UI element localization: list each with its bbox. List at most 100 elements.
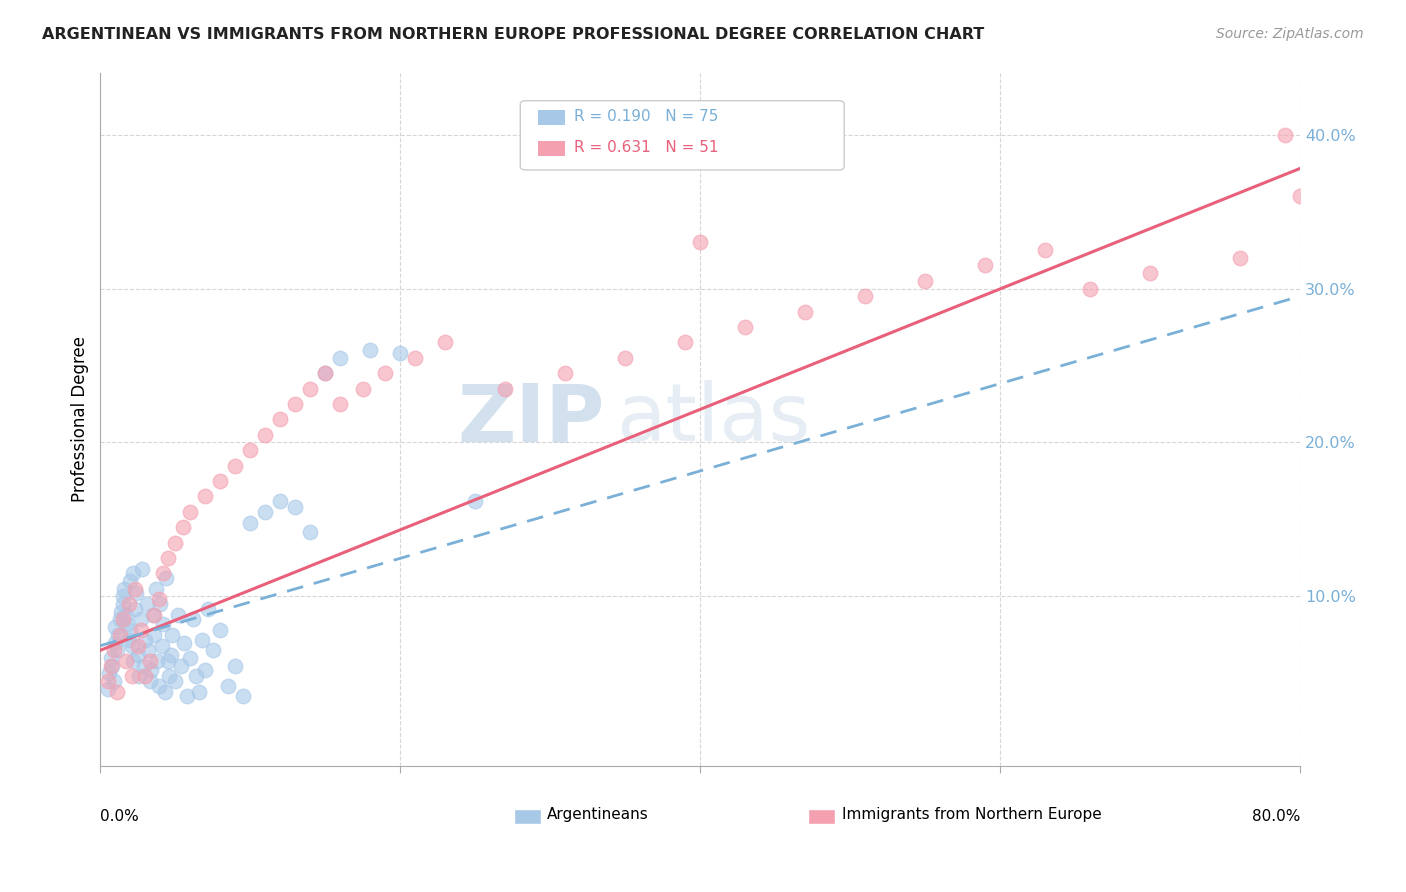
Point — [125, 586, 148, 600]
Point — [224, 658, 246, 673]
Point — [673, 335, 696, 350]
Point — [115, 607, 138, 622]
Point — [179, 505, 201, 519]
Point — [191, 632, 214, 647]
Point — [103, 674, 125, 689]
Point — [122, 566, 145, 581]
Point — [1274, 128, 1296, 142]
Point — [129, 612, 152, 626]
Point — [124, 601, 146, 615]
Point — [112, 582, 135, 596]
Point — [170, 658, 193, 673]
Point — [98, 666, 121, 681]
Point — [134, 669, 156, 683]
Point — [329, 397, 352, 411]
Point — [124, 582, 146, 596]
Point — [194, 663, 217, 677]
Bar — [808, 809, 835, 824]
Point — [179, 651, 201, 665]
Point — [122, 654, 145, 668]
Point — [146, 654, 169, 668]
Point — [152, 566, 174, 581]
Point — [111, 590, 134, 604]
Point — [120, 624, 142, 638]
Point — [554, 366, 576, 380]
Point — [173, 635, 195, 649]
Point — [162, 628, 184, 642]
Point — [139, 654, 162, 668]
Point — [1139, 266, 1161, 280]
Point — [464, 494, 486, 508]
Point — [1033, 243, 1056, 257]
Point — [176, 690, 198, 704]
Point — [194, 489, 217, 503]
Point — [152, 617, 174, 632]
Point — [110, 605, 132, 619]
Point — [108, 628, 131, 642]
Point — [232, 690, 254, 704]
Point — [134, 632, 156, 647]
Point — [121, 669, 143, 683]
Point — [974, 259, 997, 273]
Point — [299, 382, 322, 396]
Point — [254, 505, 277, 519]
Point — [156, 654, 179, 668]
Point — [103, 643, 125, 657]
Text: 0.0%: 0.0% — [100, 809, 139, 824]
Text: R = 0.190   N = 75: R = 0.190 N = 75 — [574, 109, 718, 124]
Point — [111, 612, 134, 626]
Point — [149, 597, 172, 611]
Point — [614, 351, 637, 365]
Point — [853, 289, 876, 303]
Bar — [538, 141, 565, 156]
Point — [186, 669, 208, 683]
Point — [374, 366, 396, 380]
Point — [127, 648, 149, 662]
Point — [135, 597, 157, 611]
Point — [794, 304, 817, 318]
Point — [153, 685, 176, 699]
Point — [329, 351, 352, 365]
Point — [101, 658, 124, 673]
Bar — [538, 110, 565, 125]
Text: R = 0.631   N = 51: R = 0.631 N = 51 — [574, 140, 718, 155]
Text: ARGENTINEAN VS IMMIGRANTS FROM NORTHERN EUROPE PROFESSIONAL DEGREE CORRELATION C: ARGENTINEAN VS IMMIGRANTS FROM NORTHERN … — [42, 27, 984, 42]
Point — [1289, 189, 1312, 203]
Point — [120, 574, 142, 588]
Text: Immigrants from Northern Europe: Immigrants from Northern Europe — [842, 807, 1101, 822]
Point — [172, 520, 194, 534]
Point — [104, 635, 127, 649]
Point — [209, 474, 232, 488]
Point — [127, 639, 149, 653]
Point — [239, 443, 262, 458]
Y-axis label: Professional Degree: Professional Degree — [72, 336, 89, 502]
Point — [129, 624, 152, 638]
Point — [201, 643, 224, 657]
Point — [734, 320, 756, 334]
Point — [224, 458, 246, 473]
Point — [143, 628, 166, 642]
Point — [352, 382, 374, 396]
Text: ZIP: ZIP — [457, 380, 605, 458]
Point — [209, 624, 232, 638]
Point — [217, 679, 239, 693]
Point — [160, 648, 183, 662]
Point — [188, 685, 211, 699]
Point — [1078, 281, 1101, 295]
Point — [389, 346, 412, 360]
Point — [143, 607, 166, 622]
Point — [167, 607, 190, 622]
Point — [115, 654, 138, 668]
Point — [97, 674, 120, 689]
FancyBboxPatch shape — [520, 101, 844, 170]
Point — [689, 235, 711, 250]
Point — [148, 592, 170, 607]
Point — [157, 669, 180, 683]
Point — [165, 674, 187, 689]
Point — [284, 500, 307, 515]
Point — [141, 663, 163, 677]
Point — [142, 607, 165, 622]
Point — [138, 643, 160, 657]
Point — [239, 516, 262, 530]
Point — [145, 582, 167, 596]
